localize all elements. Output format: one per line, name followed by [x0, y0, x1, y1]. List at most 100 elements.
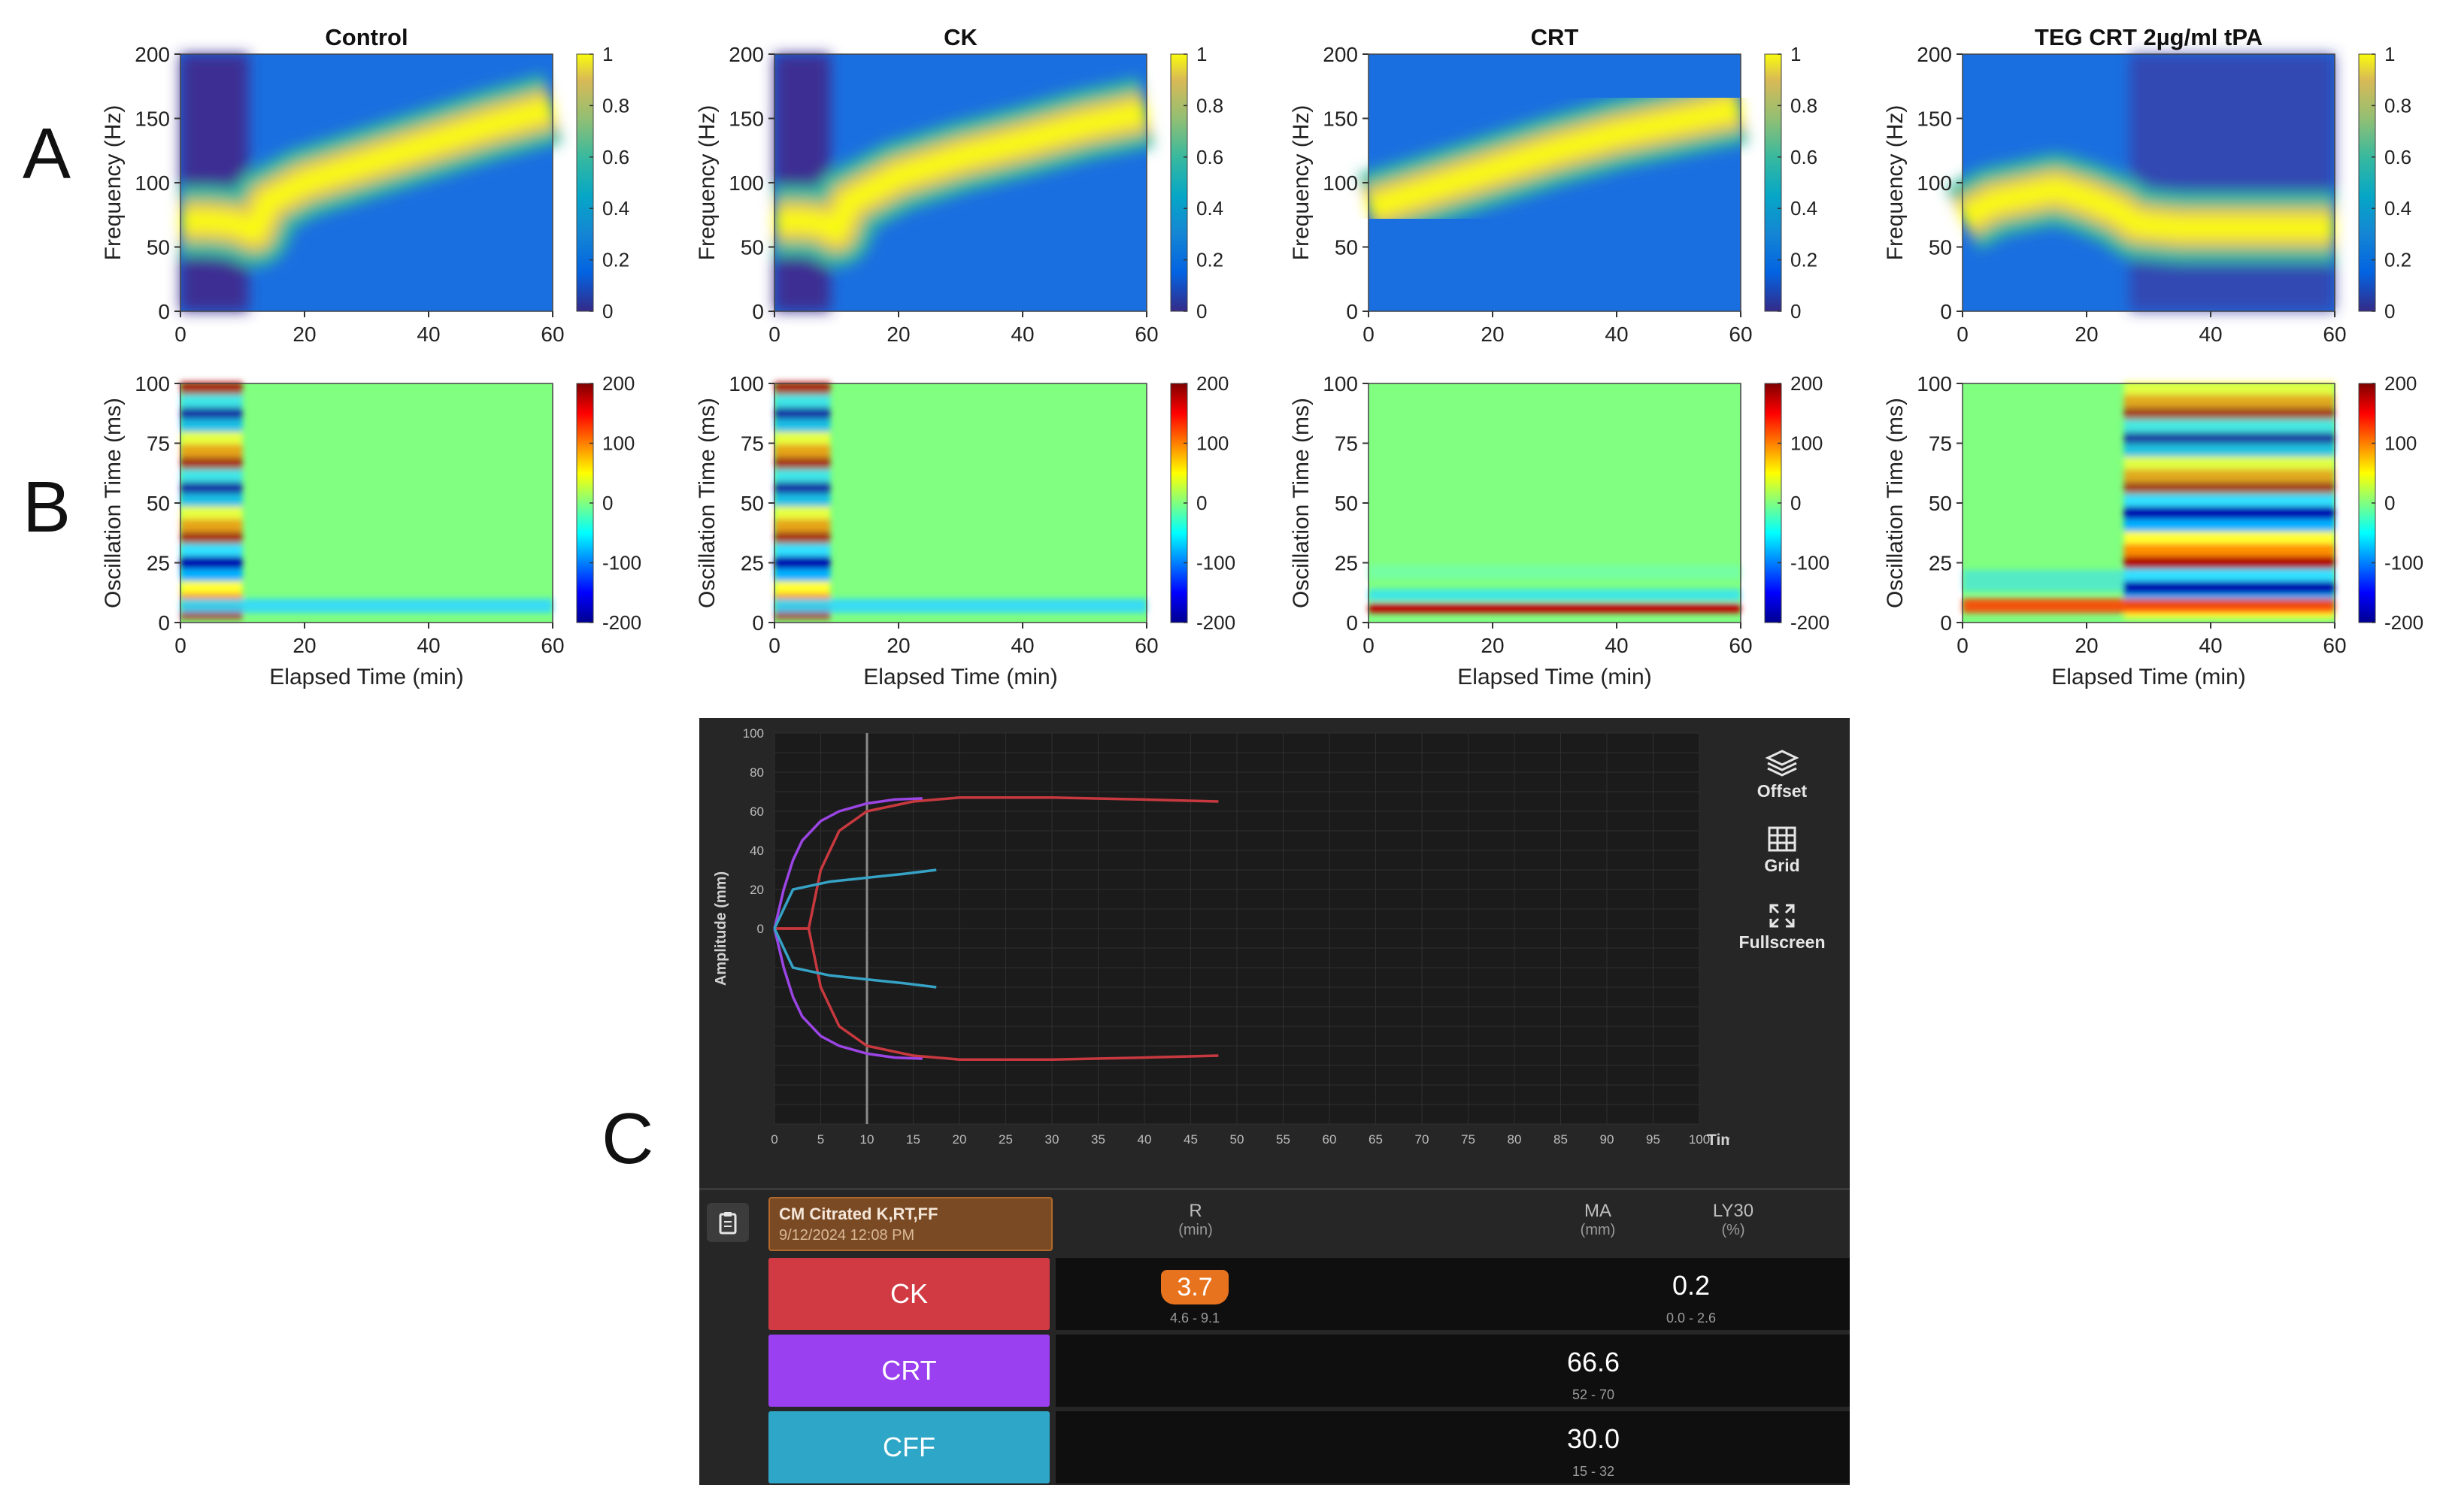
y-tick-label: 100 [1323, 372, 1358, 395]
colorbar-tick-label: 0.2 [602, 249, 629, 271]
x-tick-label: 5 [817, 1132, 824, 1147]
oscillation-band [2123, 480, 2335, 495]
x-tick-label: 35 [1091, 1132, 1105, 1147]
x-tick-label: 20 [887, 634, 910, 657]
x-tick-label: 50 [1230, 1132, 1244, 1147]
tracing-plot: 0 5 10 15 20 25 30 35 40 45 50 55 60 65 70 75 80 85 90 95 10… [713, 726, 1729, 1149]
x-axis-label: Elapsed Time (min) [863, 665, 1057, 689]
offset-label: Offset [1756, 781, 1808, 801]
x-tick-label: 20 [887, 323, 910, 346]
x-tick-label: 0 [771, 1132, 777, 1147]
oscillation-band [2123, 568, 2335, 582]
colorbar-tick-label: 200 [1790, 372, 1823, 395]
y-tick-label: 0 [757, 922, 764, 936]
oscillation-band [774, 393, 831, 408]
oscillation-band [774, 381, 831, 395]
ma-value: 30.0 [1566, 1423, 1620, 1454]
y-tick-label: 100 [743, 726, 764, 741]
oscillation-band [2123, 580, 2335, 594]
y-axis-label: Frequency (Hz) [101, 105, 126, 261]
colorbar-tick-label: 0.4 [2384, 197, 2411, 220]
oscillation-band [774, 419, 831, 432]
low-energy-region [2129, 54, 2335, 311]
y-tick-label: 75 [147, 432, 170, 456]
y-tick-label: 0 [752, 611, 764, 635]
panel-title: CK [944, 24, 978, 50]
x-tick-label: 40 [1605, 323, 1628, 346]
faint-band [1369, 565, 1741, 580]
panel-title: Control [325, 24, 408, 50]
test-header[interactable]: CM Citrated K,RT,FF 9/12/2024 12:08 PM [768, 1197, 1053, 1251]
x-axis-label: Elapsed Time (min) [2051, 665, 2245, 689]
y-tick-label: 0 [158, 300, 170, 323]
colorbar-tick-label: 0.6 [2384, 146, 2411, 168]
column-ma-unit: (mm) [1580, 1222, 1616, 1238]
heatmap-panel: 0 20 40 60 0 50 100 150 200 CK Frequency (Hz) 0 0.2 0… [695, 24, 1223, 346]
oscillation-band [2123, 518, 2335, 532]
layers-icon [1765, 750, 1799, 777]
offset-button[interactable]: Offset [1729, 748, 1835, 801]
x-tick-label: 20 [2075, 634, 2098, 657]
x-tick-label: 55 [1276, 1132, 1290, 1147]
y-axis-label: Amplitude (mm) [713, 871, 729, 986]
oscillation-band [774, 468, 831, 482]
heatmap-panel: 0 20 40 60 0 25 50 75 100 Elapsed Time (min) Oscil… [1289, 372, 1829, 689]
column-ly30-label: LY30 [1712, 1201, 1754, 1221]
colorbar-tick-label: 0 [1790, 492, 1801, 514]
row-values-crt: 66.6 52 - 70 [1056, 1335, 1850, 1407]
y-tick-label: 100 [135, 372, 170, 395]
x-tick-label: 20 [2075, 323, 2098, 346]
x-tick-label: 0 [1362, 323, 1375, 346]
x-tick-label: 100 [1689, 1132, 1710, 1147]
heatmap-background [1369, 383, 1741, 623]
colorbar-tick-label: 1 [2384, 43, 2395, 65]
x-tick-label: 60 [1729, 634, 1752, 657]
oscillation-band [180, 555, 243, 569]
y-tick-label: 50 [147, 236, 170, 259]
colorbar-tick-label: 0.2 [1196, 249, 1223, 271]
colorbar-tick-label: 0 [1196, 492, 1207, 514]
y-tick-label: 200 [135, 43, 170, 66]
y-tick-label: 20 [750, 883, 764, 897]
row-values-ck: 3.7 4.6 - 9.1 0.2 0.0 - 2.6 [1056, 1258, 1850, 1330]
oscillation-band [180, 580, 243, 594]
column-ma: MA (mm) [1553, 1201, 1643, 1239]
ly30-value: 0.2 [1672, 1270, 1711, 1301]
y-tick-label: 0 [1940, 300, 1952, 323]
result-row-ck[interactable]: CK 3.7 4.6 - 9.1 0.2 0.0 - 2.6 [768, 1258, 1850, 1332]
colorbar-tick-label: -100 [2384, 552, 2423, 574]
result-row-cff[interactable]: CFF 30.0 15 - 32 [768, 1411, 1850, 1485]
oscillation-band [774, 406, 831, 420]
oscillation-band [180, 419, 243, 432]
heatmap-panel: 0 20 40 60 0 25 50 75 100 Elapsed Time (min) Oscil… [695, 372, 1235, 689]
x-tick-label: 20 [292, 634, 316, 657]
oscillation-band [774, 568, 831, 582]
x-tick-label: 0 [768, 634, 780, 657]
grid-button[interactable]: Grid [1729, 826, 1835, 876]
report-button[interactable] [707, 1203, 749, 1242]
colorbar-tick-label: 0.4 [1196, 197, 1223, 220]
heatmap-panel: 0 20 40 60 0 50 100 150 200 TEG CRT 2µg/ml tPA Fre… [1883, 24, 2411, 346]
result-row-crt[interactable]: CRT 66.6 52 - 70 [768, 1335, 1850, 1408]
oscillation-band [180, 393, 243, 408]
colorbar-tick-label: 0.2 [2384, 249, 2411, 271]
y-tick-label: 100 [135, 171, 170, 195]
x-tick-label: 80 [1508, 1132, 1522, 1147]
fullscreen-button[interactable]: Fullscreen [1729, 902, 1835, 953]
y-tick-label: 150 [1917, 108, 1952, 131]
x-tick-label: 60 [1135, 634, 1158, 657]
colorbar-tick-label: 0.6 [602, 146, 629, 168]
x-tick-label: 0 [768, 323, 780, 346]
x-tick-label: 0 [1957, 634, 1969, 657]
spectral-band [769, 54, 1154, 311]
column-r-unit: (min) [1178, 1222, 1213, 1238]
x-tick-label: 60 [1729, 323, 1752, 346]
oscillation-band [180, 381, 243, 395]
trace-lower-ck [774, 927, 1219, 1061]
oscillation-band [2123, 393, 2335, 408]
colorbar [1170, 53, 1188, 312]
oscillation-band [774, 444, 831, 457]
oscillation-band [180, 530, 243, 544]
test-date: 9/12/2024 12:08 PM [779, 1227, 915, 1244]
